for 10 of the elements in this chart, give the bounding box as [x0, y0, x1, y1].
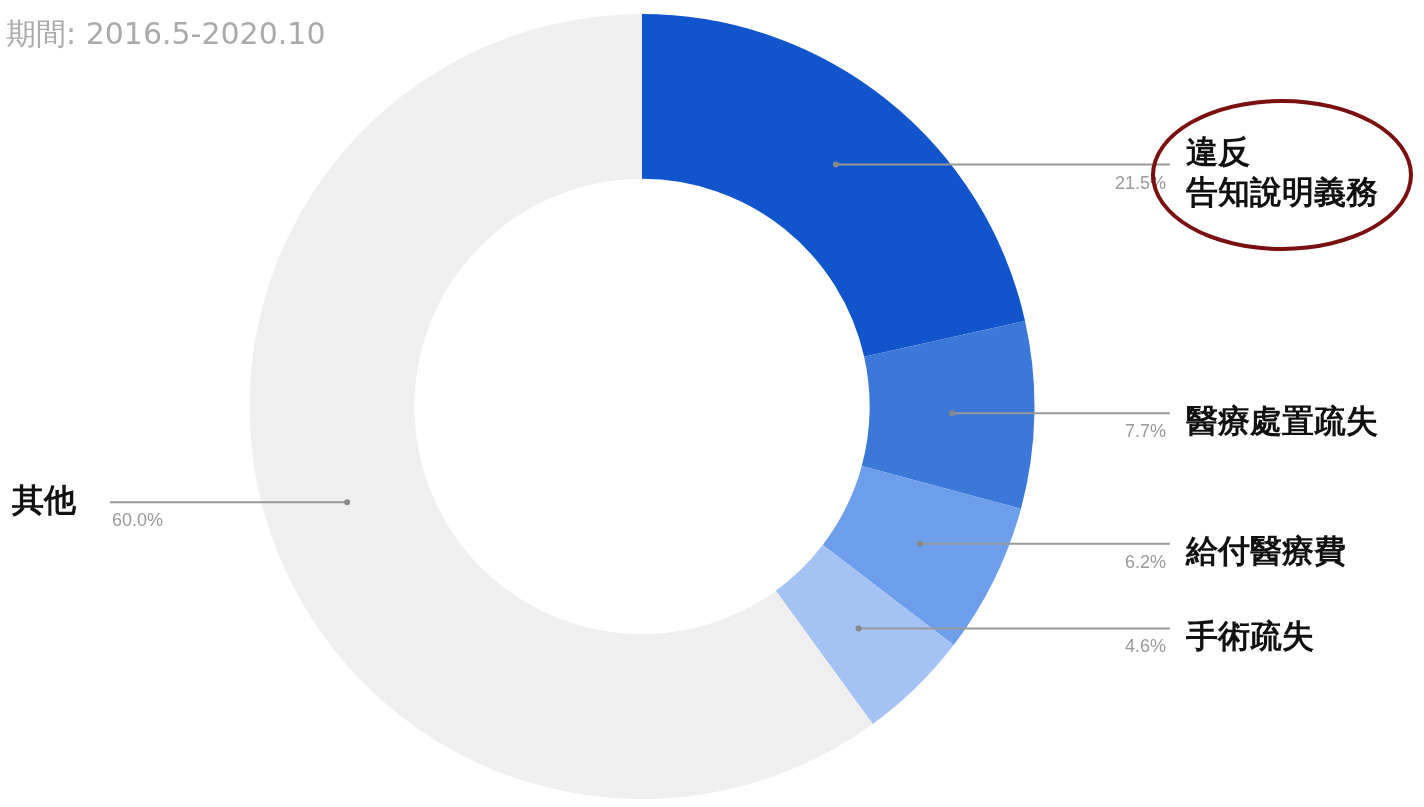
data-label: 7.7% — [1124, 421, 1166, 442]
data-label: 60.0% — [112, 510, 164, 531]
data-label: 6.2% — [1124, 551, 1166, 572]
slice-label: 其他 — [11, 480, 77, 519]
slice-label: 手術疏失 — [1185, 616, 1314, 655]
slice-label: 違反告知說明義務 — [1185, 132, 1378, 211]
data-label: 4.6% — [1124, 636, 1166, 657]
slice-label: 醫療處置疏失 — [1186, 401, 1378, 440]
chart-title: 期間: 2016.5-2020.10 — [6, 15, 326, 53]
slice-label: 給付醫療費 — [1185, 532, 1346, 571]
